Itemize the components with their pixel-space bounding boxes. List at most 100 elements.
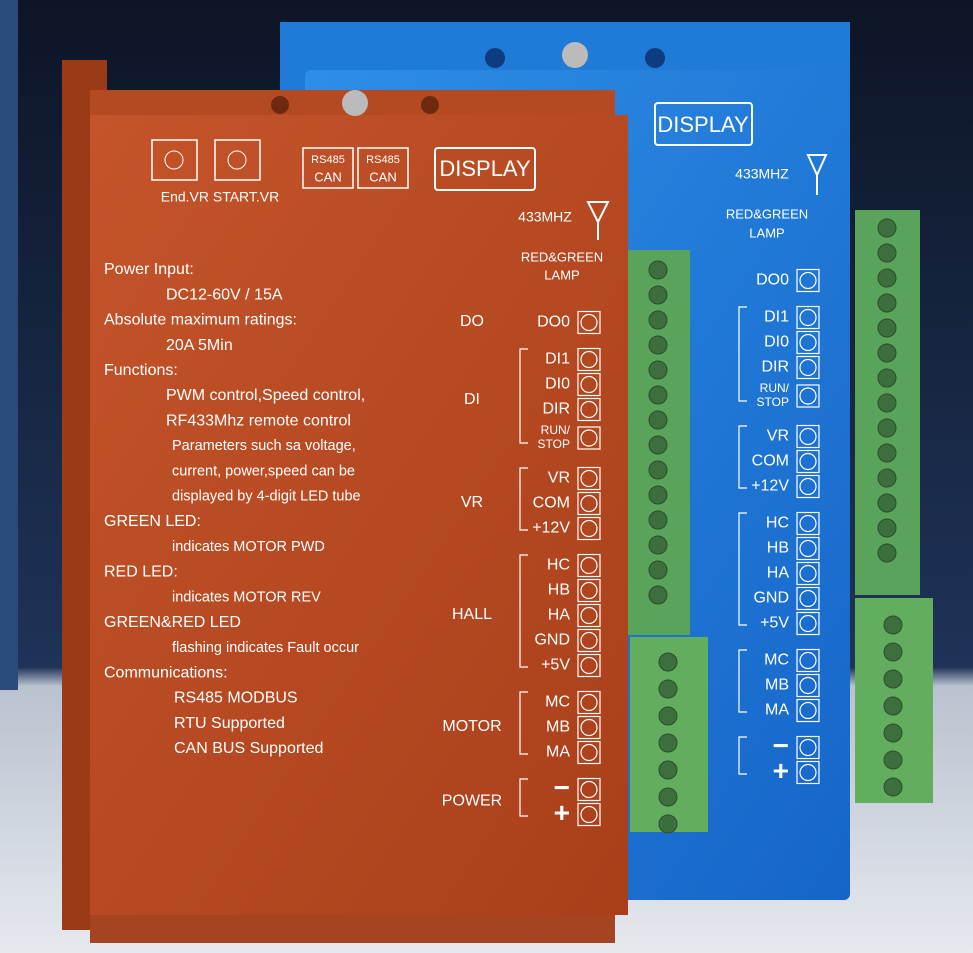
terminal-screw (648, 335, 668, 355)
pin-screw-icon (799, 738, 817, 757)
pin-label: MC (764, 652, 789, 669)
pin-label: HA (548, 607, 571, 624)
terminal-screw (877, 293, 897, 313)
group-label: DI (464, 391, 480, 408)
pin-screw-icon (799, 701, 817, 720)
terminal-screw (658, 733, 678, 753)
pin-label: MB (765, 677, 789, 694)
pin-label: − (773, 730, 789, 761)
pin-box (796, 424, 820, 449)
terminal-screw (648, 485, 668, 505)
orange-board (90, 115, 628, 915)
pin-box (577, 690, 601, 715)
pin-box (796, 330, 820, 355)
spec-line: 20A 5Min (166, 337, 233, 354)
pin-label: DO0 (756, 272, 789, 289)
pin-label: RUN/ (760, 381, 790, 395)
pin-screw-icon (580, 606, 598, 625)
pin-screw-icon (799, 308, 817, 327)
pin-screw-icon (799, 333, 817, 352)
terminal-screw (648, 285, 668, 305)
port-label: CAN (314, 169, 341, 184)
lamp-label: RED&GREEN (726, 206, 808, 221)
pin-box (577, 653, 601, 678)
pin-label: GND (534, 632, 570, 649)
pin-label: DI1 (545, 351, 570, 368)
lamp-label: LAMP (544, 267, 579, 282)
terminal-screw (648, 360, 668, 380)
pin-box (577, 777, 601, 802)
terminal-screw (877, 443, 897, 463)
pin-label: DI0 (764, 334, 789, 351)
pin-box (577, 397, 601, 422)
pin-screw-icon (580, 469, 598, 488)
pin-label: +12V (532, 520, 570, 537)
pin-box (796, 355, 820, 380)
group-label: HALL (452, 606, 492, 623)
pin-label: DIR (542, 401, 570, 418)
pin-label: HB (767, 540, 789, 557)
group-bracket (519, 467, 528, 531)
terminal-screw (658, 814, 678, 834)
knob-icon (214, 139, 261, 181)
pin-label: COM (752, 453, 789, 470)
terminal-screw (648, 410, 668, 430)
spec-line: displayed by 4-digit LED tube (172, 489, 361, 505)
hole (645, 48, 665, 68)
pin-box (796, 511, 820, 536)
pin-label: VR (767, 428, 789, 445)
spec-line: Absolute maximum ratings: (104, 312, 297, 329)
pin-screw-icon (799, 589, 817, 608)
pin-box (796, 268, 820, 293)
terminal-screw (883, 642, 903, 662)
pin-box (796, 384, 820, 408)
pin-box (796, 673, 820, 698)
pin-label: HA (767, 565, 790, 582)
terminal-screw (648, 560, 668, 580)
antenna-icon (806, 154, 828, 195)
pin-screw-icon (799, 514, 817, 533)
pin-label: +5V (541, 657, 570, 674)
spec-line: Parameters such sa voltage, (172, 438, 356, 454)
terminal-screw (648, 535, 668, 555)
antenna-label: 433MHZ (735, 166, 789, 182)
screw (342, 90, 368, 116)
knob-label: End.VR START.VR (161, 189, 280, 205)
group-bracket (519, 691, 528, 755)
display-box (654, 102, 753, 146)
pin-screw-icon (580, 494, 598, 513)
terminal-screw (883, 615, 903, 635)
pin-label: DI0 (545, 376, 570, 393)
terminal-screw (648, 460, 668, 480)
pin-label: MC (545, 694, 570, 711)
hole (485, 48, 505, 68)
spec-line: GREEN&RED LED (104, 614, 241, 631)
port-label: RS485 (311, 154, 345, 166)
pin-screw-icon (799, 564, 817, 583)
pin-screw-icon (580, 718, 598, 737)
pin-screw-icon (799, 676, 817, 695)
pin-box (577, 553, 601, 578)
pin-screw-icon (580, 743, 598, 762)
port-box (357, 147, 409, 189)
spec-line: current, power,speed can be (172, 463, 355, 479)
terminal-screw (877, 368, 897, 388)
pin-screw-icon (580, 581, 598, 600)
pin-screw-icon (799, 271, 817, 290)
antenna-label: 433MHZ (518, 209, 572, 225)
terminal-screw (658, 760, 678, 780)
pin-box (796, 611, 820, 636)
spec-line: indicates MOTOR REV (172, 589, 321, 605)
screw (562, 42, 588, 68)
spec-line: RED LED: (104, 564, 178, 581)
pin-label: MB (546, 719, 570, 736)
pin-box (577, 466, 601, 491)
pin-screw-icon (580, 693, 598, 712)
pin-label: DO0 (537, 314, 570, 331)
group-bracket (738, 425, 747, 489)
pin-label: STOP (757, 395, 789, 409)
spec-line: PWM control,Speed control, (166, 387, 365, 404)
pin-screw-icon (580, 631, 598, 650)
terminal-screw (877, 218, 897, 238)
